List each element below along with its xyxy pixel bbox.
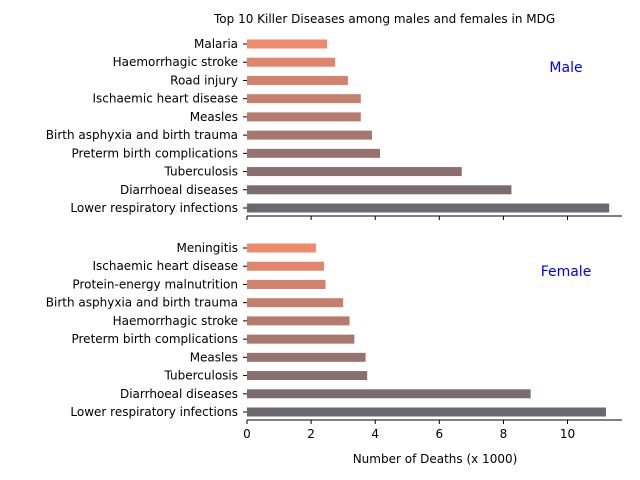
category-label: Meningitis [176,241,238,255]
panel-label: Male [549,60,582,76]
category-label: Malaria [194,37,238,51]
bar [247,261,324,271]
bar [247,334,355,344]
bar [247,352,366,362]
category-label: Haemorrhagic stroke [113,314,238,328]
chart-title: Top 10 Killer Diseases among males and f… [213,12,555,26]
bar [247,407,606,417]
panel-label: Female [541,264,592,280]
bar [247,130,372,140]
category-label: Measles [190,350,238,364]
category-label: Preterm birth complications [71,146,238,160]
bar [247,148,381,158]
bar [247,298,344,308]
bar [247,279,326,289]
bar [247,203,610,213]
category-label: Measles [190,110,238,124]
x-tick-label: 10 [560,427,575,441]
category-label: Protein-energy malnutrition [72,277,238,291]
x-tick-label: 8 [500,427,508,441]
panel-male: Malaria Haemorrhagic stroke Road injury Isc… [46,37,622,220]
bar [247,57,336,67]
bar [247,39,328,49]
bar [247,94,361,104]
category-label: Birth asphyxia and birth trauma [46,296,238,310]
category-label: Preterm birth complications [71,332,238,346]
category-label: Road injury [170,73,238,87]
category-label: Birth asphyxia and birth trauma [46,128,238,142]
panel-female: Meningitis Ischaemic heart disease Protein… [46,241,622,441]
category-label: Haemorrhagic stroke [113,55,238,69]
x-tick-label: 2 [307,427,315,441]
x-tick-label: 0 [243,427,251,441]
bar [247,389,531,399]
category-label: Ischaemic heart disease [92,92,238,106]
category-label: Lower respiratory infections [70,405,238,419]
bar [247,185,512,195]
category-label: Lower respiratory infections [70,201,238,215]
bar [247,75,348,85]
category-label: Diarrhoeal diseases [120,183,238,197]
bar [247,112,361,122]
category-label: Ischaemic heart disease [92,259,238,273]
x-tick-label: 4 [371,427,379,441]
x-tick-label: 6 [435,427,443,441]
x-axis-label: Number of Deaths (x 1000) [353,452,518,466]
category-label: Tuberculosis [164,165,239,179]
bar [247,167,462,177]
bar [247,243,316,253]
category-label: Diarrhoeal diseases [120,387,238,401]
bar [247,371,368,381]
bar [247,316,350,326]
category-label: Tuberculosis [164,369,239,383]
